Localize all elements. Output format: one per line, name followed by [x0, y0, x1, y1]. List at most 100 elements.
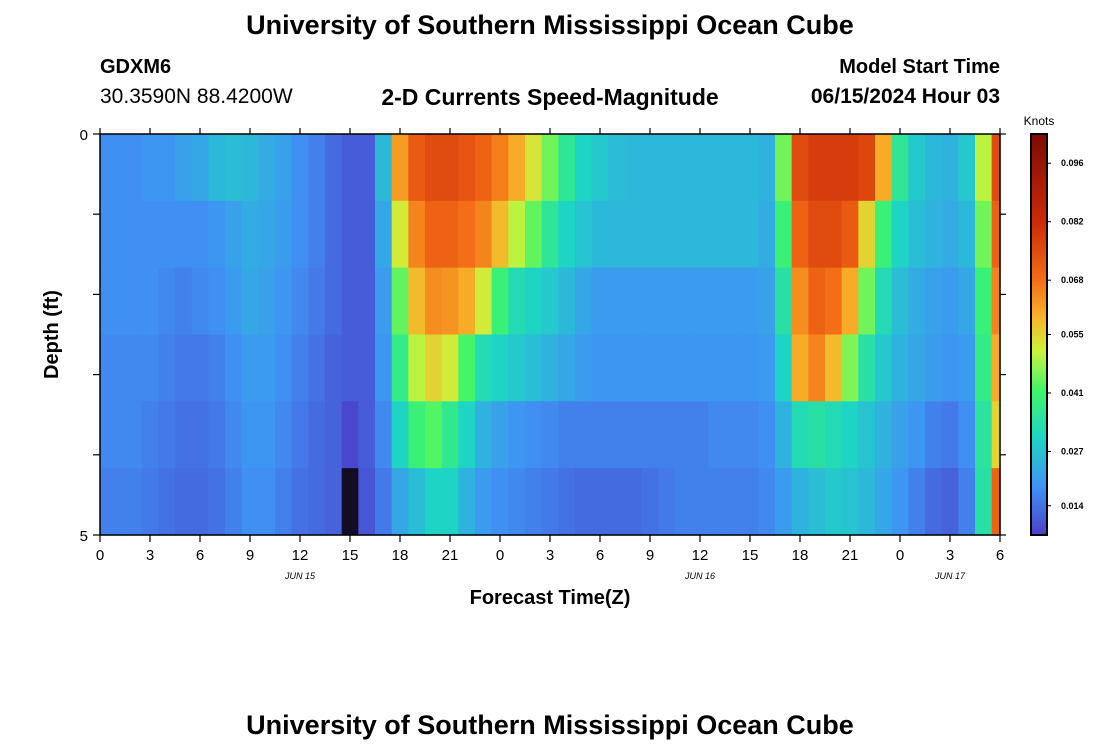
heatmap-cell: [808, 468, 826, 536]
heatmap-cell: [458, 401, 476, 469]
heatmap-cell: [241, 200, 259, 269]
heatmap-cell: [875, 200, 893, 269]
heatmap-cell: [675, 334, 693, 402]
heatmap-cell: [225, 134, 243, 202]
heatmap-cell: [625, 334, 643, 402]
heatmap-cell: [208, 468, 226, 536]
heatmap-cell: [658, 334, 676, 402]
heatmap-cells: [100, 134, 1001, 536]
x-tick-label: 0: [896, 547, 904, 564]
date-label: JUN 15: [284, 571, 316, 581]
heatmap-cell: [375, 267, 393, 336]
heatmap-cell: [625, 134, 643, 202]
heatmap-cell: [741, 200, 759, 269]
colorbar-tick-label: 0.055: [1061, 330, 1084, 340]
heatmap-cell: [408, 200, 426, 269]
heatmap-cell: [275, 200, 293, 269]
heatmap-cell: [125, 267, 143, 336]
heatmap-cell: [258, 134, 276, 202]
heatmap-cell: [708, 134, 726, 202]
heatmap-cell: [375, 134, 393, 202]
heatmap-cell: [408, 267, 426, 336]
heatmap-cell: [425, 134, 443, 202]
date-label: JUN 16: [684, 571, 715, 581]
x-tick-label: 3: [546, 547, 554, 564]
heatmap-cell: [958, 401, 976, 469]
heatmap-cell: [308, 334, 326, 402]
heatmap-cell: [958, 334, 976, 402]
heatmap-cell: [208, 334, 226, 402]
colorbar-tick-label: 0.041: [1061, 388, 1084, 398]
heatmap-cell: [175, 401, 193, 469]
heatmap-cell: [691, 200, 709, 269]
heatmap-cell: [408, 468, 426, 536]
heatmap-cell: [525, 200, 543, 269]
heatmap-cell: [100, 134, 109, 202]
heatmap-cell: [541, 134, 559, 202]
heatmap-cell: [675, 134, 693, 202]
heatmap-cell: [958, 134, 976, 202]
heatmap-cell: [691, 267, 709, 336]
heatmap-cell: [441, 134, 459, 202]
heatmap-cell: [825, 334, 843, 402]
colorbar: [1030, 133, 1048, 536]
heatmap-cell: [141, 267, 159, 336]
heatmap-cell: [308, 200, 326, 269]
heatmap-cell: [741, 334, 759, 402]
heatmap-cell: [208, 401, 226, 469]
heatmap-cell: [775, 267, 793, 336]
heatmap-cell: [658, 468, 676, 536]
page-title: University of Southern Mississippi Ocean…: [246, 10, 854, 40]
heatmap-cell: [958, 267, 976, 336]
heatmap-cell: [758, 468, 776, 536]
heatmap-cell: [641, 134, 659, 202]
heatmap-cell: [725, 401, 743, 469]
chart-title: 2-D Currents Speed-Magnitude: [381, 84, 719, 110]
heatmap-cell: [591, 468, 609, 536]
heatmap-cell: [958, 200, 976, 269]
heatmap-cell: [341, 468, 359, 536]
heatmap-cell: [491, 334, 509, 402]
heatmap-cell: [925, 468, 943, 536]
heatmap-cell: [625, 468, 643, 536]
heatmap-cell: [225, 401, 243, 469]
date-label: JUN 17: [934, 571, 966, 581]
heatmap-cell: [475, 200, 493, 269]
heatmap-cell: [475, 468, 493, 536]
heatmap-cell: [425, 468, 443, 536]
heatmap-cell: [575, 200, 593, 269]
heatmap-cell: [541, 401, 559, 469]
heatmap-cell: [525, 134, 543, 202]
heatmap-cell: [808, 134, 826, 202]
heatmap-cell: [358, 134, 376, 202]
heatmap-cell: [625, 200, 643, 269]
heatmap-cell: [458, 200, 476, 269]
x-tick-label: 3: [146, 547, 154, 564]
heatmap-cell: [908, 401, 926, 469]
heatmap-cell: [375, 468, 393, 536]
heatmap-cell: [441, 401, 459, 469]
heatmap-cell: [925, 334, 943, 402]
heatmap-cell: [691, 401, 709, 469]
heatmap-cell: [341, 401, 359, 469]
heatmap-cell: [541, 334, 559, 402]
heatmap-cell: [100, 334, 109, 402]
x-tick-label: 9: [646, 547, 654, 564]
heatmap-cell: [225, 200, 243, 269]
heatmap-cell: [558, 401, 576, 469]
heatmap-cell: [575, 267, 593, 336]
heatmap-cell: [441, 334, 459, 402]
heatmap-cell: [491, 468, 509, 536]
heatmap-cell: [775, 334, 793, 402]
heatmap-cell: [291, 267, 309, 336]
heatmap-cell: [841, 334, 859, 402]
heatmap-cell: [541, 267, 559, 336]
heatmap-cell: [708, 267, 726, 336]
heatmap-cell: [625, 267, 643, 336]
heatmap-cell: [741, 401, 759, 469]
heatmap-cell: [591, 267, 609, 336]
heatmap-cell: [975, 468, 993, 536]
heatmap-cell: [141, 200, 159, 269]
heatmap-cell: [291, 401, 309, 469]
heatmap-cell: [108, 134, 126, 202]
